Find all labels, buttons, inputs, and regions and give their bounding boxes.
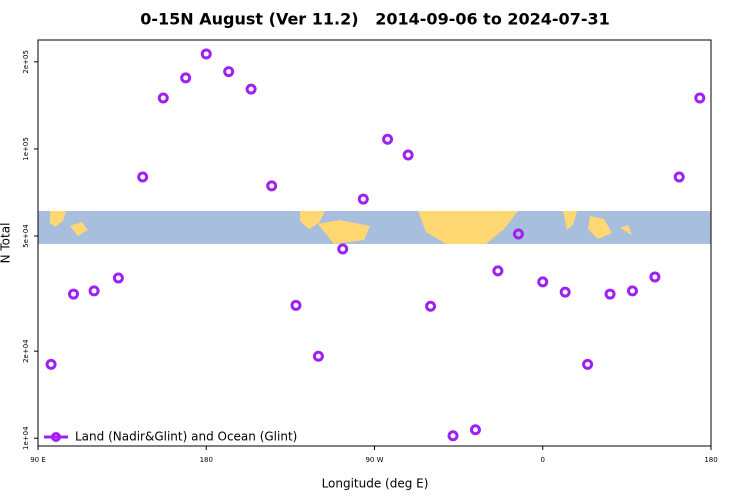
data-point <box>157 92 169 104</box>
data-point <box>582 358 594 370</box>
data-point <box>223 66 235 78</box>
legend: Land (Nadir&Glint) and Ocean (Glint) <box>44 430 297 444</box>
data-point <box>469 424 481 436</box>
data-point <box>45 358 57 370</box>
data-point <box>694 92 706 104</box>
data-point <box>425 300 437 312</box>
data-point <box>357 193 369 205</box>
data-point <box>604 288 616 300</box>
data-point <box>180 72 192 84</box>
map-band <box>38 211 711 244</box>
y-tick-label: 1e+04 <box>22 426 30 450</box>
data-point <box>312 350 324 362</box>
data-point <box>112 272 124 284</box>
data-point <box>626 285 638 297</box>
data-point <box>137 171 149 183</box>
data-point <box>673 171 685 183</box>
x-tick-label: 180 <box>704 456 717 464</box>
y-tick-label: 1e+05 <box>22 137 30 161</box>
x-tick-label: 180 <box>200 456 213 464</box>
data-point <box>200 48 212 60</box>
y-axis-label: N Total <box>0 223 13 264</box>
data-point <box>68 288 80 300</box>
data-point <box>290 299 302 311</box>
x-tick-label: 90 W <box>365 456 383 464</box>
legend-marker <box>51 432 61 442</box>
y-tick-label: 2e+05 <box>22 50 30 74</box>
data-point <box>402 149 414 161</box>
x-tick-label: 0 <box>541 456 545 464</box>
data-point <box>537 276 549 288</box>
data-point <box>447 430 459 442</box>
y-tick-label: 5e+04 <box>22 224 30 248</box>
data-point <box>559 286 571 298</box>
data-point <box>492 265 504 277</box>
y-tick-label: 2e+04 <box>22 339 30 363</box>
data-point <box>649 271 661 283</box>
legend-label: Land (Nadir&Glint) and Ocean (Glint) <box>75 430 297 444</box>
x-axis-label: Longitude (deg E) <box>322 477 429 491</box>
data-point <box>337 243 349 255</box>
data-point <box>88 285 100 297</box>
data-point <box>266 180 278 192</box>
data-point <box>382 133 394 145</box>
chart-title: 0-15N August (Ver 11.2) 2014-09-06 to 20… <box>140 10 609 29</box>
x-tick-label: 90 E <box>30 456 46 464</box>
data-point <box>245 83 257 95</box>
data-point <box>512 228 524 240</box>
